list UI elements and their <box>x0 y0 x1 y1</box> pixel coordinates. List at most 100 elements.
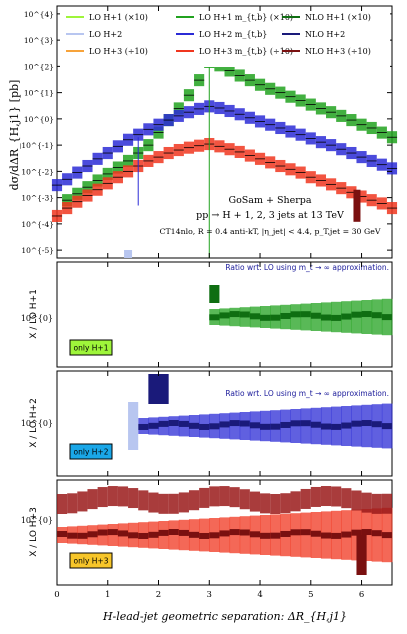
ratio-nlo <box>209 532 220 539</box>
ratio-nlo <box>290 529 301 536</box>
ratio3-upper <box>199 487 210 508</box>
ratio1-spike <box>209 285 220 303</box>
main-ylabel: dσ/dΔR_{H,j1} [pb] <box>8 80 21 191</box>
ratio-nlo <box>280 312 291 319</box>
ratio1-badge: only H+1 <box>74 344 109 353</box>
ratio2-lowbin <box>128 402 139 450</box>
ratio3-upper <box>178 492 189 513</box>
ratio-nlo <box>290 311 301 318</box>
ratio-nlo <box>209 423 220 430</box>
ratio-nlo <box>300 529 311 536</box>
ratio3-tick: 10^{0} <box>21 516 53 525</box>
ratio-nlo <box>341 531 352 538</box>
annotation-process: pp → H + 1, 2, 3 jets at 13 TeV <box>196 210 344 221</box>
xtick-label: 1 <box>105 590 110 600</box>
legend-label: NLO H+2 <box>305 30 345 39</box>
ratio-nlo <box>270 423 281 430</box>
ratio3-upper <box>128 488 139 509</box>
ratio3-upper <box>300 488 311 509</box>
main-panel: 10^{-5} 10^{-4} 10^{-3} 10^{-2} 10^{-1} 10^{0… <box>8 5 398 259</box>
ratio-nlo <box>331 532 342 539</box>
ratio-nlo <box>168 420 179 427</box>
main-ytick-label: 10^{1} <box>24 89 54 98</box>
ratio1-tick: 10^{0} <box>21 314 53 323</box>
ratio-nlo <box>117 530 129 537</box>
ratio-nlo <box>249 422 261 429</box>
ratio3-upper <box>371 493 382 514</box>
ratio-nlo <box>148 422 159 429</box>
ratio-panel-h3: X / LO H+3 10^{0} only H+3 <box>21 479 393 586</box>
ratio-nlo <box>331 423 342 430</box>
ratio-nlo <box>361 311 372 318</box>
main-ytick-label: 10^{-1} <box>21 141 54 150</box>
ratio3-ylabel: X / LO H+3 <box>29 507 39 557</box>
ratio-nlo <box>67 532 78 539</box>
ratio-nlo <box>77 532 88 539</box>
ratio3-upper <box>138 490 149 511</box>
xtick-label: 0 <box>54 590 59 600</box>
ratio3-dip <box>356 535 367 575</box>
main-ytick-label: 10^{0} <box>24 115 54 124</box>
xtick-label: 4 <box>257 590 262 600</box>
ratio-nlo <box>381 314 392 321</box>
ratio3-upper <box>67 493 78 514</box>
ratio-nlo <box>229 311 240 318</box>
main-ytick-label: 10^{-5} <box>21 246 54 255</box>
ratio3-upper <box>341 488 352 509</box>
ratio-nlo <box>188 422 200 429</box>
ratio-panel-h1: Ratio wrt. LO using m_t → ∞ approximatio… <box>21 261 393 368</box>
ratio-nlo <box>229 420 240 427</box>
ratio-nlo <box>148 531 159 538</box>
ratio-nlo <box>341 422 352 429</box>
ratio3-upper <box>87 489 98 510</box>
ratio-nlo <box>371 421 382 428</box>
x-axis-label: H-lead-jet geometric separation: ΔR_{H,j… <box>102 610 347 623</box>
legend-label: LO H+1 m_{t,b} (×10) <box>199 13 293 22</box>
ratio-nlo <box>310 421 321 428</box>
ratio-nlo <box>178 529 189 536</box>
ratio3-upper <box>249 491 261 512</box>
main-ytick-label: 10^{-2} <box>21 167 54 176</box>
ratio3-badge: only H+3 <box>74 557 109 566</box>
ratio-nlo <box>361 529 372 536</box>
ratio-nlo <box>351 420 362 427</box>
ratio3-upper <box>320 486 332 507</box>
ratio-nlo <box>320 423 332 430</box>
ratio3-upper <box>219 486 230 507</box>
ratio2-tick: 10^{0} <box>21 419 53 428</box>
ratio-nlo <box>57 531 68 537</box>
ratio-nlo <box>239 420 250 427</box>
ratio-nlo <box>300 420 311 427</box>
ratio-nlo <box>138 423 149 430</box>
ratio-nlo <box>341 313 352 320</box>
ratio3-upper <box>290 491 301 512</box>
xtick-label: 5 <box>308 590 313 600</box>
ratio3-upper <box>117 486 129 507</box>
ratio-nlo <box>209 314 220 321</box>
ratio2-badge: only H+2 <box>74 448 109 457</box>
legend-label: LO H+3 (÷10) <box>89 47 148 56</box>
ratio3-upper <box>229 487 240 508</box>
ratio-nlo <box>310 530 321 537</box>
h2-lowbin <box>124 250 133 258</box>
ratio-nlo <box>371 530 382 537</box>
annotation-generator: GoSam + Sherpa <box>228 195 311 206</box>
ratio2-note: Ratio wrt. LO using m_t → ∞ approximatio… <box>225 389 389 398</box>
legend-label: LO H+1 (×10) <box>89 13 148 22</box>
ratio-nlo <box>290 420 301 427</box>
legend-label: LO H+2 <box>89 30 122 39</box>
ratio-nlo <box>219 421 230 428</box>
ratio3-upper <box>188 490 200 511</box>
ratio-nlo <box>371 312 382 319</box>
main-ytick-label: 10^{-4} <box>21 220 54 229</box>
main-ytick-label: 10^{-3} <box>21 194 54 203</box>
ratio1-note: Ratio wrt. LO using m_t → ∞ approximatio… <box>225 263 389 272</box>
ratio3-upper <box>77 491 88 512</box>
ratio-nlo <box>260 423 271 430</box>
ratio-nlo <box>199 532 210 539</box>
ratio-nlo <box>249 531 261 538</box>
legend-label: NLO H+3 (÷10) <box>305 47 371 56</box>
ratio-nlo <box>188 531 200 538</box>
ratio-nlo <box>270 532 281 539</box>
